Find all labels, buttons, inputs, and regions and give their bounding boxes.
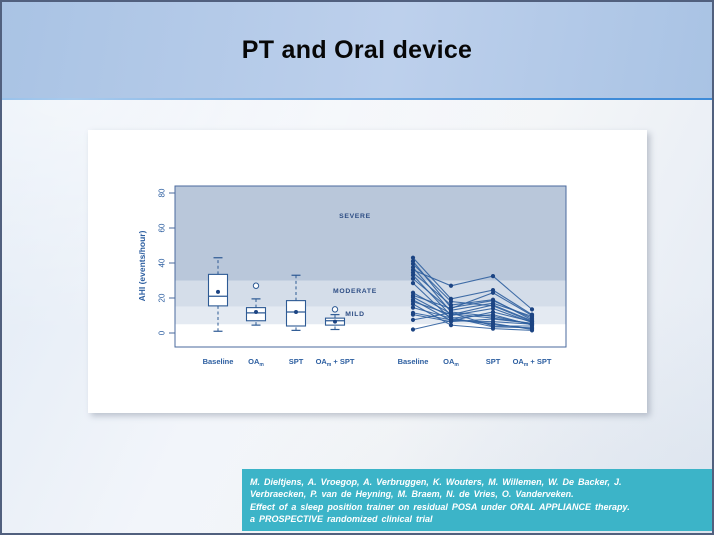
citation-box: M. Dieltjens, A. Vroegop, A. Verbruggen,… [242,469,712,531]
citation-line: Effect of a sleep position trainer on re… [250,501,630,512]
svg-text:60: 60 [158,223,167,232]
svg-text:Baseline: Baseline [398,357,429,366]
svg-text:SPT: SPT [289,357,304,366]
citation-line: a PROSPECTIVE randomized clinical trial [250,513,433,524]
slide-title: PT and Oral device [241,35,473,64]
svg-text:OAm + SPT: OAm + SPT [316,357,355,368]
citation-line: M. Dieltjens, A. Vroegop, A. Verbruggen,… [250,477,622,487]
svg-text:SEVERE: SEVERE [339,213,371,220]
header-accent-line [2,98,712,100]
svg-text:OAm: OAm [443,357,459,368]
ahi-boxplot-chart: SEVERE MODERATE MILD 0 20 40 60 80 AHI (events/h… [137,185,567,368]
svg-text:Baseline: Baseline [203,357,234,366]
svg-text:OAm + SPT: OAm + SPT [513,357,552,368]
chart-panel: SEVERE MODERATE MILD 0 20 40 60 80 AHI (events/h… [88,130,647,413]
citation-line: Verbraecken, P. van de Heyning, M. Braem… [250,489,574,500]
svg-text:MODERATE: MODERATE [333,288,377,295]
svg-text:80: 80 [158,188,167,197]
svg-text:0: 0 [158,330,167,335]
svg-text:AHI (events/hour): AHI (events/hour) [137,230,147,301]
svg-text:SPT: SPT [486,357,501,366]
svg-text:20: 20 [158,293,167,302]
svg-text:40: 40 [158,258,167,267]
svg-text:OAm: OAm [248,357,264,368]
svg-text:MILD: MILD [345,311,364,318]
slide-header: PT and Oral device [2,2,712,98]
